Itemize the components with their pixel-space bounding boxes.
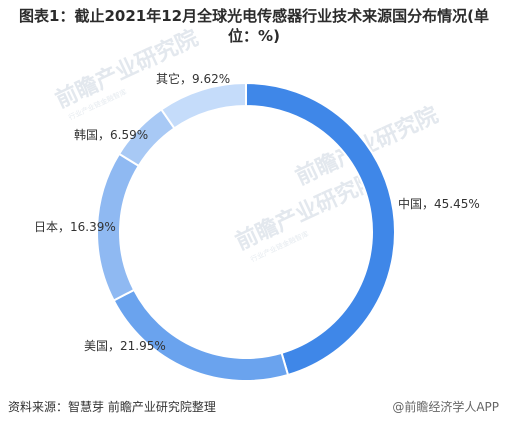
slice-label-日本: 日本，16.39% [34, 220, 116, 234]
source-note: 资料来源：智慧芽 前瞻产业研究院整理 [8, 400, 216, 414]
slice-label-美国: 美国，21.95% [84, 339, 166, 353]
chart-title: 图表1：截止2021年12月全球光电传感器行业技术来源国分布情况(单位：%) [19, 7, 489, 45]
slices [96, 81, 396, 382]
slice-label-其它: 其它，9.62% [156, 71, 230, 86]
slice-label-韩国: 韩国，6.59% [74, 127, 148, 142]
slice-其它 [159, 81, 247, 130]
slice-美国 [112, 288, 290, 382]
slice-label-中国: 中国，45.45% [398, 196, 480, 211]
slice-labels: 中国，45.45% 美国，21.95% 日本，16.39% 韩国，6.59% 其它，9.… [34, 71, 480, 353]
brand-mark: @前瞻经济学人APP [392, 400, 499, 414]
